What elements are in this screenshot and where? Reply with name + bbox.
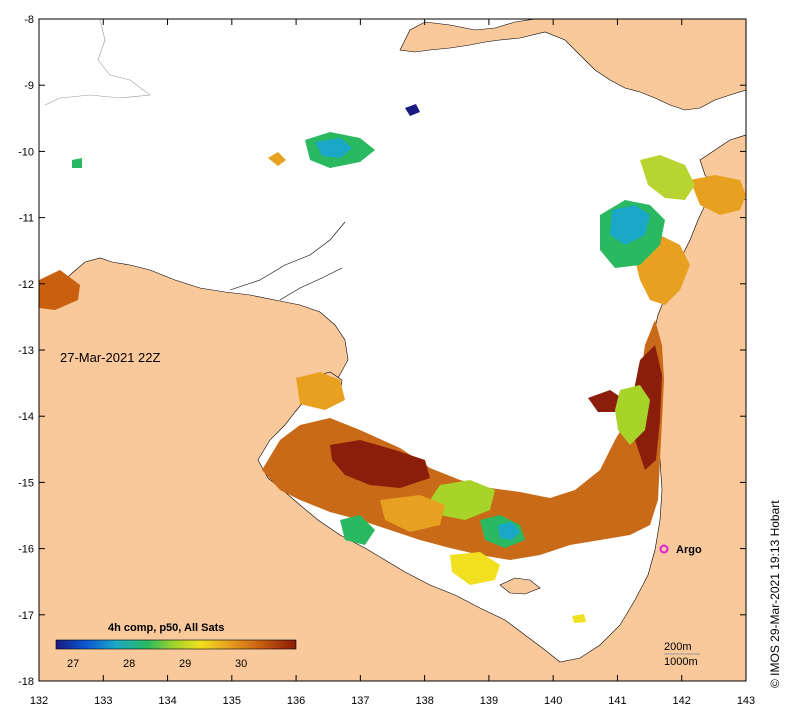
land-new-guinea bbox=[399, 19, 746, 111]
colorbar-tick: 27 bbox=[67, 658, 79, 670]
y-tick-label: -10 bbox=[18, 146, 34, 158]
land-mornington-island bbox=[499, 577, 541, 595]
argo-label: Argo bbox=[676, 544, 702, 556]
x-axis: 132 133 134 135 136 137 138 139 140 141 142 143 bbox=[30, 19, 755, 707]
y-tick-label: -14 bbox=[18, 411, 34, 423]
y-tick-label: -11 bbox=[19, 213, 34, 225]
contour-line bbox=[44, 19, 151, 106]
credit-label: © IMOS 29-Mar-2021 19:13 Hobart bbox=[768, 500, 782, 688]
x-tick-label: 138 bbox=[415, 695, 433, 707]
x-tick-label: 139 bbox=[480, 695, 498, 707]
y-tick-label: -18 bbox=[18, 676, 34, 688]
y-tick-label: -17 bbox=[18, 610, 34, 622]
x-tick-label: 141 bbox=[608, 695, 626, 707]
contour-label-200m: 200m bbox=[664, 641, 692, 653]
contour-label-1000m: 1000m bbox=[664, 656, 698, 668]
argo-marker[interactable] bbox=[659, 544, 669, 554]
sst-data-layer bbox=[39, 104, 746, 623]
x-tick-label: 134 bbox=[158, 695, 176, 707]
colorbar-legend: 4h comp, p50, All Sats 27 28 29 30 bbox=[55, 622, 297, 670]
x-tick-label: 136 bbox=[287, 695, 305, 707]
land-arnhem-cape-york bbox=[39, 174, 746, 681]
y-axis: -8 -9 -10 -11 -12 -13 -14 -15 -16 -17 -18 bbox=[18, 14, 746, 688]
x-tick-label: 137 bbox=[351, 695, 369, 707]
y-tick-label: -9 bbox=[24, 80, 34, 92]
colorbar-tick: 30 bbox=[235, 658, 247, 670]
x-tick-label: 132 bbox=[30, 695, 48, 707]
x-tick-label: 140 bbox=[544, 695, 562, 707]
colorbar-tick: 29 bbox=[179, 658, 191, 670]
coast-detail bbox=[229, 221, 346, 301]
colorbar-title: 4h comp, p50, All Sats bbox=[108, 622, 224, 634]
timestamp-label: 27-Mar-2021 22Z bbox=[60, 350, 160, 365]
colorbar bbox=[55, 639, 297, 650]
x-tick-label: 133 bbox=[94, 695, 112, 707]
colorbar-tick: 28 bbox=[123, 658, 135, 670]
y-tick-label: -12 bbox=[18, 279, 34, 291]
x-tick-label: 143 bbox=[737, 695, 755, 707]
y-tick-label: -8 bbox=[24, 14, 34, 26]
y-tick-label: -13 bbox=[18, 345, 34, 357]
y-tick-label: -15 bbox=[18, 477, 34, 489]
x-tick-label: 142 bbox=[673, 695, 691, 707]
x-tick-label: 135 bbox=[223, 695, 241, 707]
y-tick-label: -16 bbox=[18, 544, 34, 556]
